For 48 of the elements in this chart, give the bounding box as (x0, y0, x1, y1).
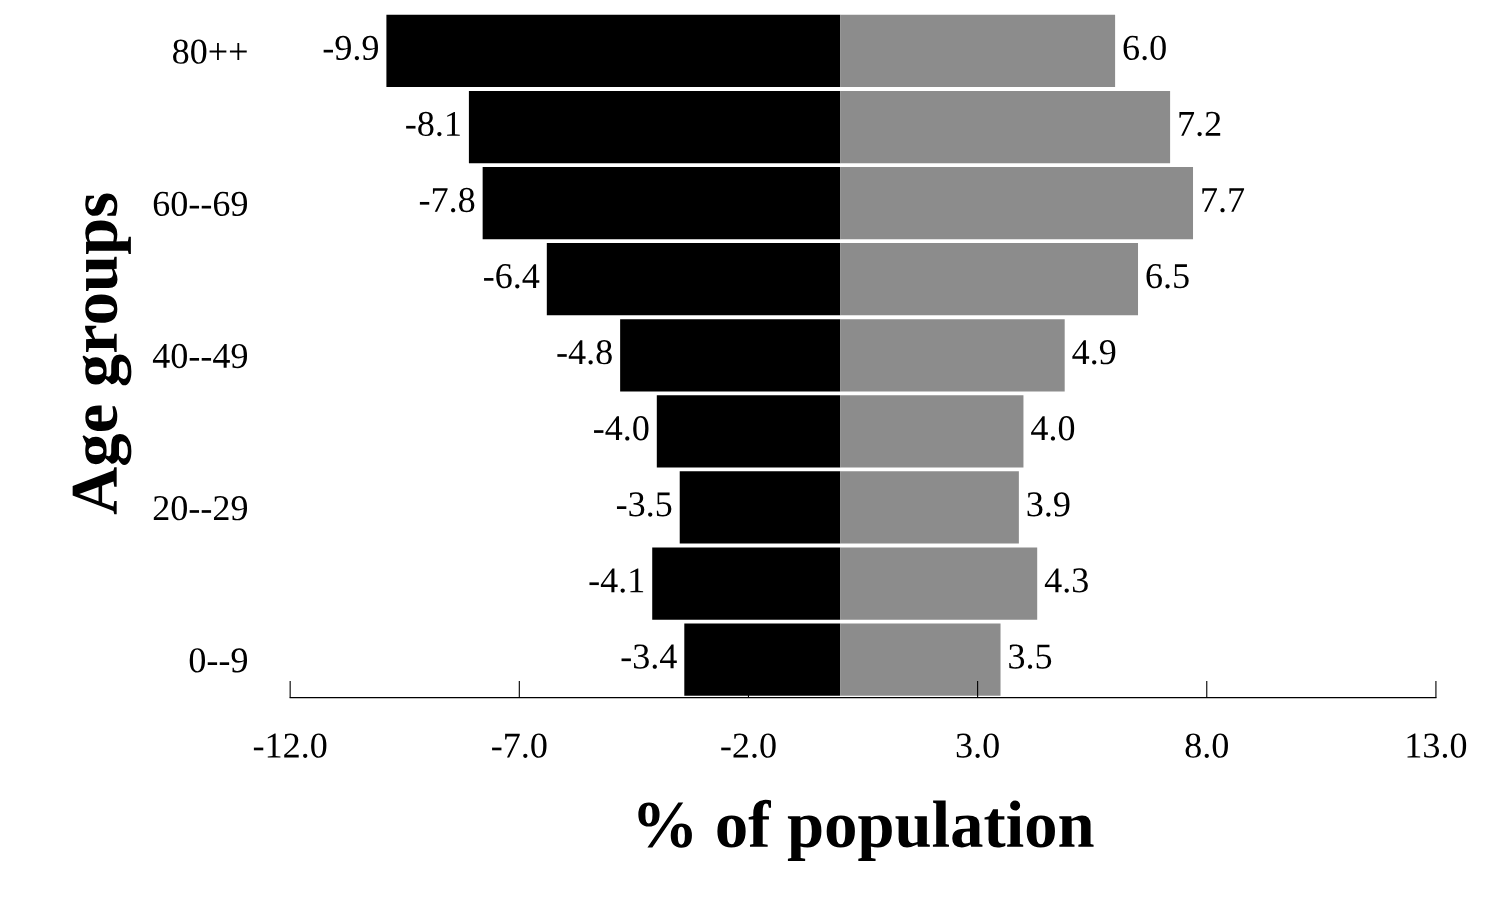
data-label: -7.8 (419, 187, 475, 213)
bar (546, 243, 841, 316)
bar (679, 471, 841, 544)
data-label: 3.9 (1027, 492, 1070, 517)
data-label: 4.0 (1031, 416, 1075, 441)
data-label: -4.1 (589, 568, 644, 593)
y-tick-label: 40--49 (152, 343, 248, 369)
data-label: -4.0 (594, 416, 649, 441)
x-tick-label: -12.0 (253, 733, 327, 758)
data-label: 3.5 (1009, 644, 1052, 669)
bar (840, 90, 1171, 164)
data-label: 6.0 (1123, 35, 1166, 61)
y-tick-label: 0--9 (189, 648, 248, 673)
y-tick-label: 20--29 (153, 495, 248, 521)
data-label: 4.3 (1044, 568, 1088, 593)
bar (840, 166, 1194, 240)
bar (386, 14, 841, 88)
data-label: 7.7 (1202, 188, 1245, 213)
data-label: -3.5 (616, 492, 672, 517)
y-tick-label: 60--69 (153, 191, 248, 217)
data-label: -9.9 (323, 35, 378, 61)
x-axis-title: % of population (638, 799, 1094, 862)
x-tick-label: -2.0 (721, 733, 776, 758)
x-tick-label: 8.0 (1185, 733, 1228, 758)
bar (840, 319, 1065, 392)
bar (656, 395, 841, 468)
bar (840, 623, 1001, 696)
data-label: 7.2 (1179, 111, 1221, 137)
bar (840, 471, 1019, 544)
x-tick-label: -7.0 (492, 733, 547, 758)
bar (468, 90, 841, 164)
x-tick-label: 3.0 (956, 733, 999, 758)
bar (482, 166, 841, 240)
x-tick-label: 13.0 (1407, 733, 1467, 758)
data-label: 6.5 (1146, 263, 1189, 289)
y-axis-title: Age groups (72, 193, 132, 515)
data-label: -3.4 (621, 644, 677, 669)
data-label: -8.1 (406, 111, 460, 137)
bar (840, 395, 1024, 468)
bar (620, 319, 841, 392)
bar (840, 547, 1038, 620)
data-label: 4.9 (1072, 340, 1116, 365)
data-label: -4.8 (557, 339, 612, 365)
y-tick-label: 80++ (173, 39, 247, 64)
bar (840, 243, 1139, 316)
data-label: -6.4 (484, 263, 540, 289)
bar (652, 547, 841, 620)
bar (840, 14, 1116, 88)
